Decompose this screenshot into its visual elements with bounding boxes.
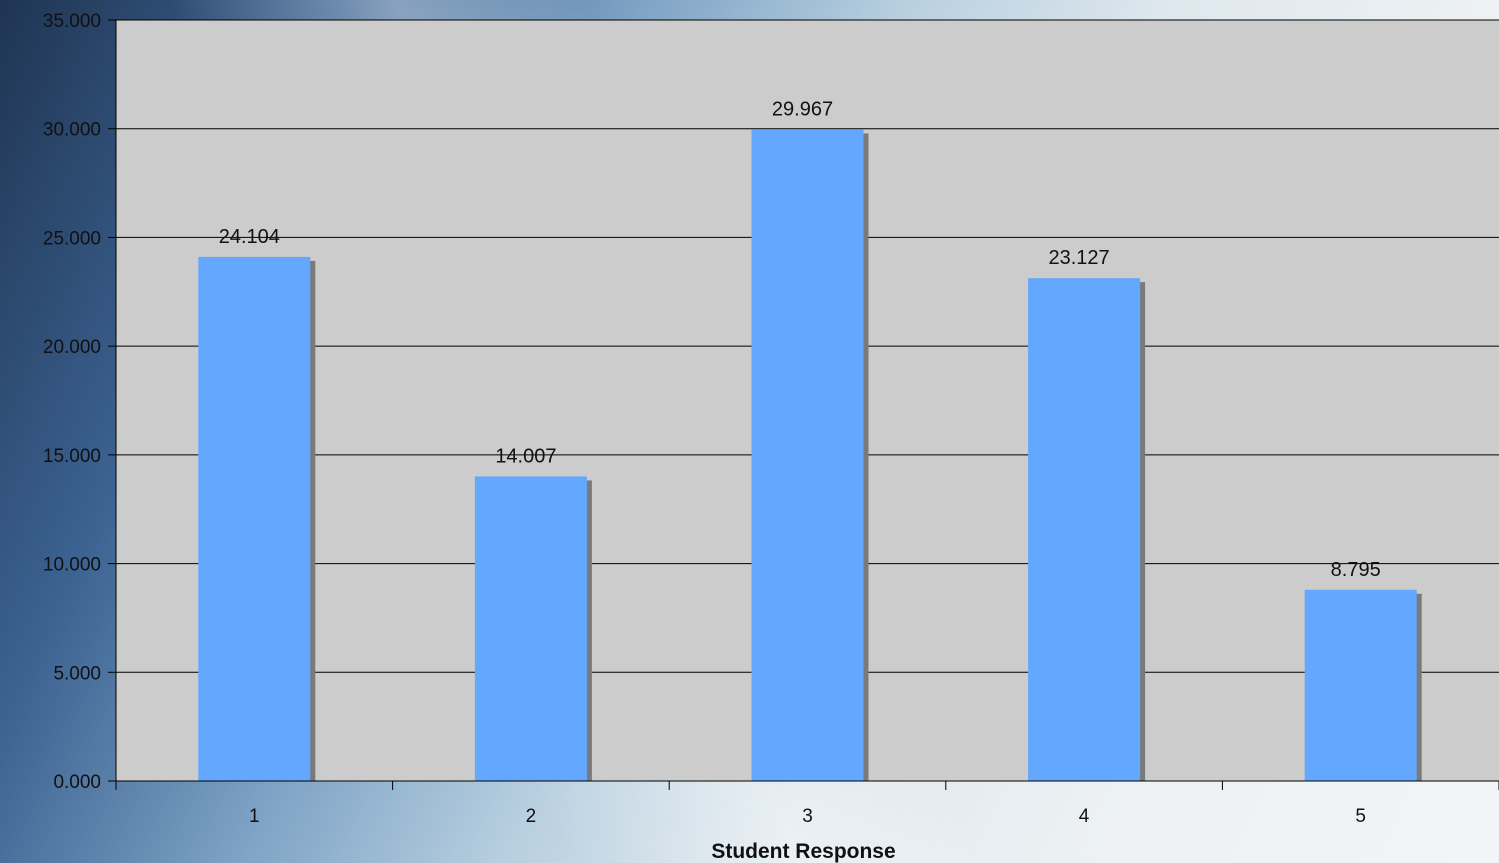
- x-tick-label: 5: [1355, 806, 1366, 827]
- data-label: 23.127: [1049, 247, 1110, 269]
- data-label: 14.007: [495, 445, 556, 467]
- y-tick-label: 35.000: [43, 11, 101, 32]
- y-tick-label: 25.000: [43, 228, 101, 249]
- x-tick-label: 1: [249, 806, 260, 827]
- data-label: 24.104: [219, 226, 280, 248]
- x-tick-label: 2: [526, 806, 537, 827]
- bar: [1028, 278, 1140, 781]
- y-tick-label: 15.000: [43, 446, 101, 467]
- y-tick-label: 5.000: [53, 663, 101, 684]
- bar: [475, 476, 587, 781]
- x-tick-label: 4: [1079, 806, 1090, 827]
- y-tick-label: 10.000: [43, 555, 101, 576]
- data-label: 8.795: [1331, 559, 1381, 581]
- y-tick-label: 20.000: [43, 337, 101, 358]
- bar: [752, 129, 864, 781]
- y-tick-label: 0.000: [53, 772, 101, 793]
- y-tick-label: 30.000: [43, 120, 101, 141]
- bar: [198, 257, 310, 781]
- x-axis-title: Student Response: [711, 840, 895, 863]
- data-label: 29.967: [772, 98, 833, 120]
- x-tick-label: 3: [802, 806, 813, 827]
- bar: [1305, 590, 1417, 781]
